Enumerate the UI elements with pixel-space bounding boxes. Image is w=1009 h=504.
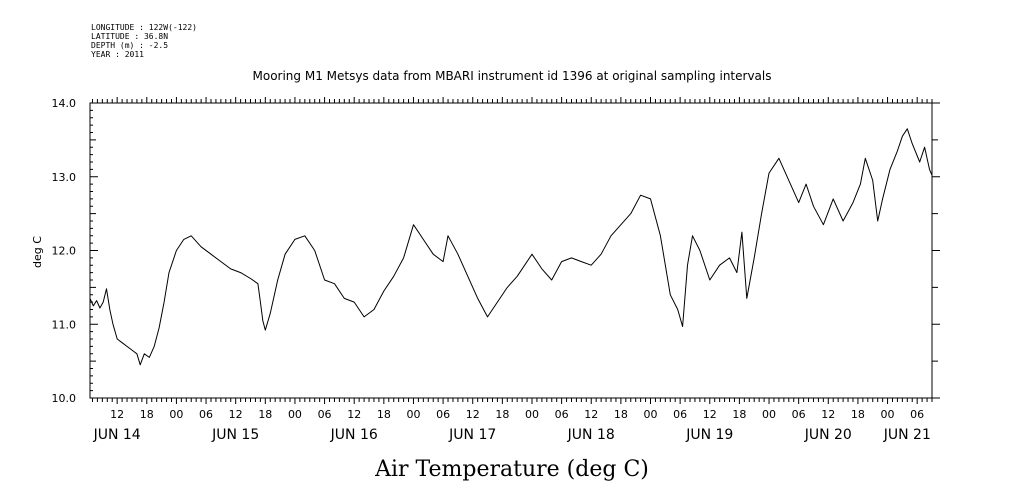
air-temperature-line xyxy=(89,128,933,366)
y-tick-label: 11.0 xyxy=(52,318,77,331)
x-tick-label: 18 xyxy=(732,408,746,421)
y-tick-label: 12.0 xyxy=(52,245,77,258)
x-tick-label: 00 xyxy=(644,408,658,421)
x-day-label: JUN 17 xyxy=(448,427,496,443)
metadata-line: YEAR : 2011 xyxy=(91,50,144,59)
x-day-label: JUN 14 xyxy=(93,427,141,443)
x-day-label: JUN 15 xyxy=(211,427,259,443)
x-tick-label: 06 xyxy=(792,408,806,421)
chart-title: Mooring M1 Metsys data from MBARI instru… xyxy=(253,69,772,83)
x-day-label: JUN 20 xyxy=(804,427,852,443)
x-tick-label: 06 xyxy=(199,408,213,421)
x-day-label: JUN 16 xyxy=(330,427,378,443)
x-tick-label: 12 xyxy=(110,408,124,421)
plot-frame xyxy=(89,102,933,399)
x-day-label: JUN 21 xyxy=(883,427,931,443)
x-tick-label: 00 xyxy=(881,408,895,421)
x-tick-label: 18 xyxy=(851,408,865,421)
y-tick-label: 14.0 xyxy=(52,97,77,110)
x-tick-label: 12 xyxy=(703,408,717,421)
x-tick-label: 06 xyxy=(436,408,450,421)
x-tick-label: 12 xyxy=(821,408,835,421)
x-tick-label: 00 xyxy=(762,408,776,421)
x-axis: 12 18 00 06 12 18 00 06 12 18 00 06 12 18 00 06 12 18 00 06… xyxy=(91,97,933,443)
x-day-label: JUN 19 xyxy=(685,427,733,443)
metadata-line: LATITUDE : 36.8N xyxy=(91,32,168,41)
x-tick-label: 12 xyxy=(584,408,598,421)
x-axis-label: Air Temperature (deg C) xyxy=(374,457,649,482)
x-tick-label: 06 xyxy=(318,408,332,421)
x-tick-label: 18 xyxy=(495,408,509,421)
y-tick-label: 10.0 xyxy=(52,392,77,405)
x-tick-label: 00 xyxy=(288,408,302,421)
x-tick-label: 12 xyxy=(347,408,361,421)
x-tick-label: 00 xyxy=(406,408,420,421)
x-tick-label: 18 xyxy=(258,408,272,421)
x-tick-label: 00 xyxy=(525,408,539,421)
x-tick-label: 06 xyxy=(555,408,569,421)
x-tick-label: 18 xyxy=(614,408,628,421)
x-tick-label: 12 xyxy=(229,408,243,421)
y-axis: 10.0 11.0 12.0 13.0 14.0 xyxy=(52,97,940,405)
metadata-line: LONGITUDE : 122W(-122) xyxy=(91,23,197,32)
y-axis-label: deg C xyxy=(31,236,44,268)
x-tick-label: 06 xyxy=(673,408,687,421)
x-tick-label: 18 xyxy=(140,408,154,421)
x-tick-label: 06 xyxy=(910,408,924,421)
y-tick-label: 13.0 xyxy=(52,171,77,184)
series-group xyxy=(89,128,933,366)
x-tick-label: 12 xyxy=(466,408,480,421)
metadata-line: DEPTH (m) : -2.5 xyxy=(91,41,168,50)
x-day-label: JUN 18 xyxy=(567,427,615,443)
x-tick-label: 00 xyxy=(169,408,183,421)
metadata-block: LONGITUDE : 122W(-122)LATITUDE : 36.8NDE… xyxy=(91,23,197,59)
x-tick-label: 18 xyxy=(377,408,391,421)
